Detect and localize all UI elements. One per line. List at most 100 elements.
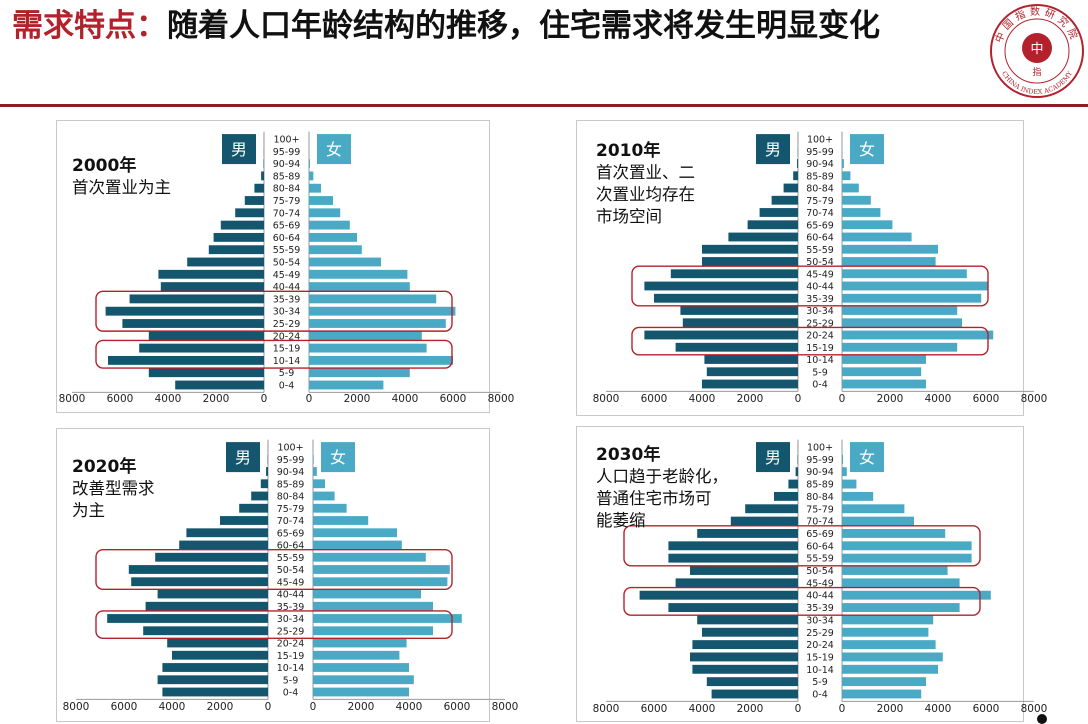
- age-label: 100+: [277, 443, 303, 454]
- age-label: 20-24: [273, 331, 301, 342]
- age-label: 30-34: [273, 307, 301, 318]
- female-bar: [309, 319, 446, 328]
- female-bar: [313, 601, 433, 611]
- female-bar: [309, 257, 381, 267]
- chart-subtitle-line: 人口趋于老龄化，: [596, 467, 728, 486]
- age-label: 45-49: [806, 578, 834, 589]
- age-label: 50-54: [806, 566, 834, 577]
- female-bar: [313, 552, 426, 562]
- male-bar: [251, 491, 268, 501]
- highlight-box: [95, 610, 453, 640]
- female-bar: [842, 664, 938, 674]
- age-label: 95-99: [273, 147, 301, 158]
- age-label: 95-99: [806, 455, 834, 466]
- x-tick-label-male: 8000: [593, 393, 620, 405]
- age-label: 60-64: [273, 233, 301, 244]
- female-bar: [842, 342, 958, 352]
- male-bar: [711, 689, 798, 699]
- age-label: 40-44: [806, 591, 834, 602]
- male-bar: [668, 603, 798, 612]
- female-bar: [842, 232, 912, 242]
- female-bar: [842, 627, 929, 637]
- x-tick-label-female: 4000: [392, 393, 419, 405]
- female-bar: [309, 380, 384, 390]
- male-label-box: [222, 134, 256, 165]
- age-label: 40-44: [277, 590, 305, 601]
- female-label-box: [850, 442, 884, 473]
- age-label: 95-99: [277, 455, 305, 466]
- x-tick-label-male: 4000: [159, 701, 186, 713]
- age-label: 0-4: [812, 690, 828, 701]
- male-bar: [213, 232, 264, 242]
- female-bar: [842, 590, 991, 600]
- x-tick-label-female: 0: [839, 703, 846, 715]
- age-label: 45-49: [277, 577, 305, 588]
- male-bar: [105, 306, 264, 316]
- age-label: 55-59: [806, 245, 834, 256]
- age-label: 75-79: [277, 504, 305, 515]
- age-label: 90-94: [273, 159, 301, 170]
- female-bar: [842, 603, 960, 612]
- title-divider: [0, 104, 1088, 107]
- x-tick-label-male: 6000: [641, 703, 668, 715]
- highlight-box: [631, 265, 989, 307]
- age-label: 25-29: [806, 628, 834, 639]
- female-bar: [309, 368, 410, 378]
- chart-subtitle-line: 能萎缩: [596, 511, 646, 530]
- female-bar: [842, 541, 972, 551]
- male-bar: [148, 331, 264, 341]
- x-tick-label-female: 0: [839, 393, 846, 405]
- male-label-box: [756, 134, 790, 165]
- age-label: 85-89: [806, 480, 834, 491]
- female-bar: [309, 245, 362, 255]
- male-bar: [131, 577, 268, 587]
- logo-center-char-2: 指: [1032, 66, 1041, 78]
- x-tick-label-female: 8000: [488, 393, 515, 405]
- male-bar: [682, 318, 798, 328]
- chart-subtitle-line: 为主: [72, 501, 105, 520]
- logo-center-char: 中: [1030, 42, 1043, 57]
- age-label: 25-29: [277, 626, 305, 637]
- chart-year-title: 2030年: [596, 444, 660, 465]
- x-tick-label-male: 4000: [689, 393, 716, 405]
- age-label: 20-24: [806, 640, 834, 651]
- male-bar: [783, 183, 798, 193]
- age-label: 25-29: [806, 318, 834, 329]
- female-bar: [842, 355, 926, 364]
- male-bar: [187, 257, 264, 267]
- female-bar: [842, 159, 844, 168]
- female-bar: [309, 269, 408, 279]
- panel-frame-2030: [576, 426, 1024, 722]
- female-bar: [309, 208, 341, 218]
- female-bar: [309, 171, 314, 181]
- male-label-box: [226, 442, 260, 473]
- age-label: 10-14: [806, 355, 834, 366]
- age-label: 45-49: [273, 270, 301, 281]
- age-label: 65-69: [806, 529, 834, 540]
- x-tick-label-female: 6000: [973, 703, 1000, 715]
- age-label: 100+: [273, 135, 299, 146]
- male-bar: [774, 491, 798, 501]
- female-label: 女: [330, 448, 346, 467]
- male-bar: [675, 342, 798, 352]
- highlight-box: [95, 339, 453, 369]
- male-bar: [795, 467, 798, 477]
- age-label: 10-14: [806, 665, 834, 676]
- x-tick-label-male: 0: [261, 393, 268, 405]
- age-label: 70-74: [806, 208, 834, 219]
- female-bar: [842, 689, 922, 699]
- age-label: 75-79: [273, 196, 301, 207]
- female-bar: [313, 687, 409, 697]
- age-label: 90-94: [806, 467, 834, 478]
- male-bar: [692, 664, 798, 674]
- male-bar: [244, 196, 264, 205]
- female-bar: [309, 220, 350, 230]
- chart-subtitle-line: 首次置业、二: [596, 163, 695, 182]
- male-bar: [235, 208, 264, 218]
- male-label: 男: [765, 448, 781, 467]
- male-bar: [747, 220, 798, 230]
- highlight-box: [95, 290, 453, 332]
- age-label: 35-39: [277, 602, 305, 613]
